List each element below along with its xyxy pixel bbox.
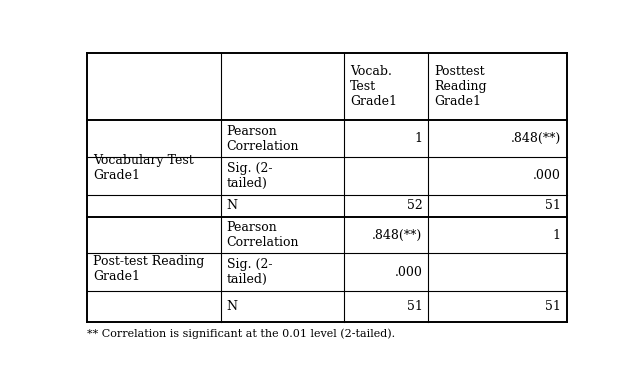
Text: ** Correlation is significant at the 0.01 level (2-tailed).: ** Correlation is significant at the 0.0… (87, 328, 396, 339)
Text: .848(**): .848(**) (372, 228, 422, 242)
Text: N: N (226, 199, 237, 212)
Text: Sig. (2-
tailed): Sig. (2- tailed) (226, 162, 272, 190)
Text: 1: 1 (553, 228, 561, 242)
Text: .000: .000 (394, 266, 422, 279)
Text: .848(**): .848(**) (510, 132, 561, 145)
Text: Vocabulary Test
Grade1: Vocabulary Test Grade1 (93, 155, 194, 182)
Text: .000: .000 (533, 169, 561, 182)
Text: Posttest
Reading
Grade1: Posttest Reading Grade1 (434, 65, 487, 108)
Text: Post-test Reading
Grade1: Post-test Reading Grade1 (93, 255, 204, 283)
Text: 52: 52 (406, 199, 422, 212)
Text: 51: 51 (406, 300, 422, 313)
Text: Pearson
Correlation: Pearson Correlation (226, 125, 299, 152)
Text: 1: 1 (415, 132, 422, 145)
Text: Vocab.
Test
Grade1: Vocab. Test Grade1 (350, 65, 397, 108)
Text: Sig. (2-
tailed): Sig. (2- tailed) (226, 258, 272, 287)
Text: 51: 51 (545, 199, 561, 212)
Text: N: N (226, 300, 237, 313)
Text: Pearson
Correlation: Pearson Correlation (226, 221, 299, 249)
Text: 51: 51 (545, 300, 561, 313)
